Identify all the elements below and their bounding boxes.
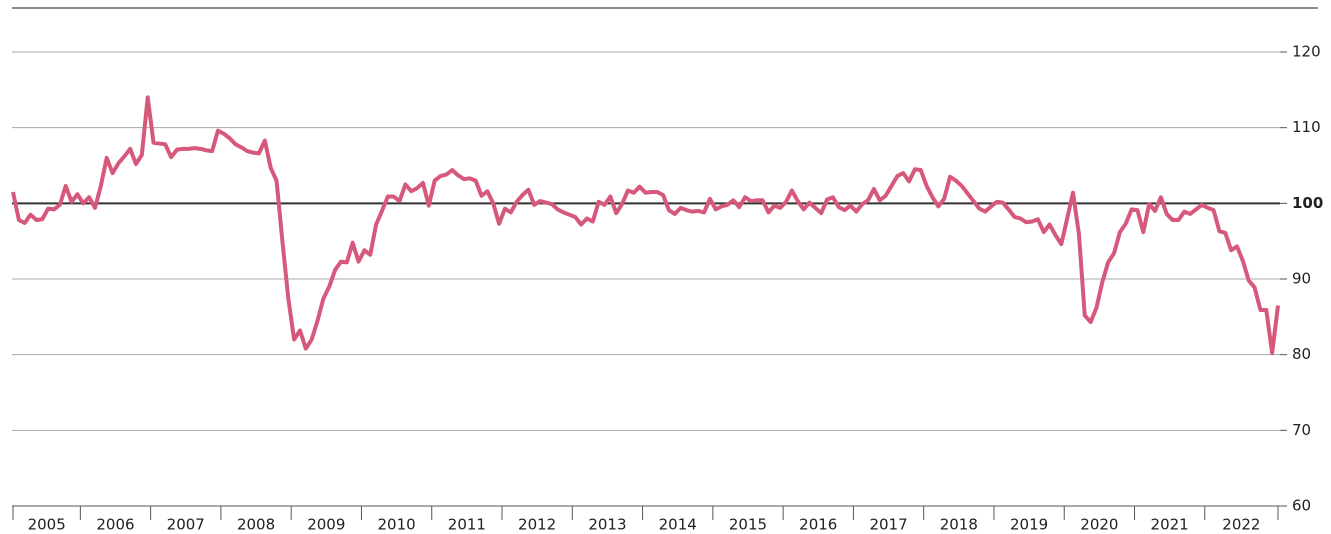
x-tick-label: 2013 [588, 516, 626, 534]
y-tick-label: 60 [1292, 497, 1311, 515]
x-tick-label: 2014 [659, 516, 697, 534]
x-tick-label: 2018 [940, 516, 978, 534]
x-tick-label: 2005 [28, 516, 66, 534]
x-tick-label: 2019 [1010, 516, 1048, 534]
data-line [11, 95, 1280, 356]
y-tick-label: 120 [1292, 43, 1321, 61]
x-tick-label: 2010 [378, 516, 416, 534]
x-tick-label: 2021 [1151, 516, 1189, 534]
x-tick-label: 2012 [518, 516, 556, 534]
x-tick-label: 2022 [1222, 516, 1260, 534]
y-tick-label: 90 [1292, 270, 1311, 288]
y-tick-label: 70 [1292, 421, 1311, 439]
x-tick-label: 2020 [1080, 516, 1118, 534]
x-tick-label: 2017 [869, 516, 907, 534]
x-tick-label: 2011 [448, 516, 486, 534]
x-tick-label: 2006 [96, 516, 134, 534]
x-tick-label: 2009 [307, 516, 345, 534]
x-tick-label: 2008 [237, 516, 275, 534]
y-tick-label: 110 [1292, 118, 1321, 136]
x-tick-label: 2016 [799, 516, 837, 534]
x-tick-label: 2015 [729, 516, 767, 534]
x-tick-label: 2007 [167, 516, 205, 534]
y-tick-label: 100 [1292, 194, 1323, 212]
y-tick-label: 80 [1292, 345, 1311, 363]
